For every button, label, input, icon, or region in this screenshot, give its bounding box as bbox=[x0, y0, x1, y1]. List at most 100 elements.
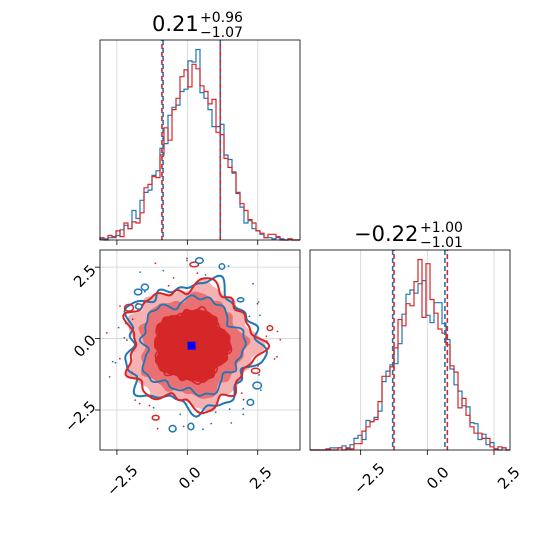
marginal-2-frame bbox=[309, 249, 511, 451]
joint-scatter-point bbox=[186, 257, 189, 260]
joint-scatter-point bbox=[240, 392, 243, 394]
marginal-2-panel bbox=[309, 249, 511, 455]
joint-scatter-point bbox=[136, 302, 139, 305]
marginal-2-xtick-label: −2.5 bbox=[350, 459, 388, 497]
joint-scatter-point bbox=[266, 340, 268, 342]
joint-contour-island bbox=[266, 324, 274, 332]
joint-contour-island bbox=[250, 367, 261, 375]
marginal-1-title-plus: +0.96 bbox=[200, 10, 243, 26]
joint-scatter-point bbox=[214, 411, 217, 414]
marginal-1-hist-red bbox=[99, 63, 300, 241]
joint-scatter-point bbox=[265, 335, 268, 338]
joint-scatter-point bbox=[204, 274, 207, 276]
joint-scatter-point bbox=[256, 302, 259, 305]
joint-scatter-point bbox=[162, 269, 165, 272]
joint-scatter-point bbox=[259, 314, 261, 317]
joint-contour-island bbox=[134, 303, 143, 310]
joint-scatter-point bbox=[230, 422, 233, 424]
joint-scatter-point bbox=[259, 389, 262, 392]
joint-ytick-label: 2.5 bbox=[70, 261, 100, 291]
joint-scatter-point bbox=[210, 422, 213, 425]
joint-scatter-point bbox=[152, 406, 155, 409]
joint-scatter-point bbox=[117, 326, 120, 329]
joint-contour-island bbox=[151, 414, 160, 421]
joint-contour-island bbox=[218, 263, 226, 270]
joint-ytick-label: 0.0 bbox=[70, 331, 100, 361]
marginal-1-frame bbox=[99, 39, 301, 241]
joint-scatter-point bbox=[186, 259, 188, 262]
joint-scatter-point bbox=[167, 284, 170, 287]
marginal-2-hist-red bbox=[310, 258, 510, 451]
joint-contour-island bbox=[252, 381, 263, 390]
joint-scatter-point bbox=[156, 427, 159, 430]
joint-scatter-point bbox=[139, 271, 142, 273]
joint-scatter-point bbox=[279, 338, 282, 341]
joint-scatter-point bbox=[202, 428, 204, 431]
marginal-2-title: −0.22 +1.00 −1.01 bbox=[354, 220, 463, 251]
joint-contour-island bbox=[168, 424, 177, 433]
joint-contour-island bbox=[140, 283, 150, 291]
joint-scatter-point bbox=[179, 413, 182, 416]
joint-scatter-point bbox=[126, 339, 128, 341]
marginal-2-title-plus: +1.00 bbox=[420, 220, 463, 236]
joint-xtick-label: 2.5 bbox=[246, 463, 276, 493]
marginal-1-title: 0.21 +0.96 −1.07 bbox=[152, 10, 243, 41]
joint-x-tick-labels: −2.5 0.0 2.5 bbox=[103, 461, 276, 499]
joint-scatter-point bbox=[242, 407, 245, 410]
joint-scatter-point bbox=[134, 399, 137, 401]
marginal-2-xtick-label: 0.0 bbox=[423, 463, 453, 493]
joint-contour-line-red-inner bbox=[154, 306, 233, 386]
marginal-2-title-median: −0.22 bbox=[354, 222, 418, 246]
joint-contour-island bbox=[189, 261, 200, 268]
joint-scatter-point bbox=[144, 290, 146, 293]
joint-scatter-point bbox=[108, 376, 111, 378]
joint-contour-line-blue-outer bbox=[123, 274, 269, 418]
joint-contour-line-red-outer bbox=[122, 277, 271, 415]
joint-scatter-point bbox=[131, 318, 134, 321]
joint-scatter-point bbox=[257, 301, 260, 303]
joint-scatter-point bbox=[111, 360, 114, 363]
joint-contour-island bbox=[236, 296, 245, 303]
joint-scatter-point bbox=[227, 265, 230, 267]
joint-contour-island bbox=[246, 398, 255, 407]
joint-scatter-point bbox=[257, 365, 259, 367]
joint-frame bbox=[99, 249, 301, 451]
joint-scatter-point bbox=[138, 402, 141, 405]
joint-scatter-point bbox=[273, 358, 276, 360]
joint-scatter-point bbox=[252, 282, 255, 285]
joint-contour-island bbox=[187, 422, 195, 431]
joint-scatter-point bbox=[258, 374, 260, 376]
joint-scatter-point bbox=[123, 336, 126, 339]
joint-ytick-label: −2.5 bbox=[61, 397, 99, 435]
marginal-1-title-minus: −1.07 bbox=[200, 25, 243, 41]
joint-scatter-point bbox=[154, 262, 157, 265]
joint-contour-island bbox=[123, 303, 135, 312]
joint-scatter-point bbox=[196, 272, 199, 275]
joint-scatter-point bbox=[119, 305, 121, 307]
marginal-1-title-median: 0.21 bbox=[152, 12, 199, 36]
joint-xtick-label: 0.0 bbox=[175, 463, 205, 493]
joint-scatter-point bbox=[276, 330, 279, 333]
joint-median-marker bbox=[187, 341, 196, 350]
joint-scatter-point bbox=[228, 408, 231, 411]
joint-y-tick-labels: 2.5 0.0 −2.5 bbox=[61, 261, 100, 436]
joint-scatter-point bbox=[119, 357, 121, 360]
joint-scatter-point bbox=[148, 404, 151, 407]
joint-scatter-point bbox=[125, 322, 127, 325]
joint-scatter-point bbox=[131, 371, 133, 374]
joint-scatter-point bbox=[172, 277, 175, 279]
joint-scatter-point bbox=[105, 332, 108, 334]
joint-contour-line-blue-mid bbox=[138, 294, 247, 397]
joint-contour-island bbox=[133, 288, 143, 296]
marginal-1-panel bbox=[99, 39, 301, 245]
joint-contour-island bbox=[194, 257, 204, 265]
joint-scatter-point bbox=[242, 413, 245, 416]
marginal-2-xtick-label: 2.5 bbox=[494, 463, 524, 493]
marginal-2-title-minus: −1.01 bbox=[420, 235, 463, 251]
joint-scatter-point bbox=[248, 315, 251, 318]
joint-panel bbox=[95, 249, 301, 455]
joint-scatter-point bbox=[182, 425, 185, 428]
joint-scatter-point bbox=[242, 398, 245, 401]
joint-xtick-label: −2.5 bbox=[103, 461, 141, 499]
